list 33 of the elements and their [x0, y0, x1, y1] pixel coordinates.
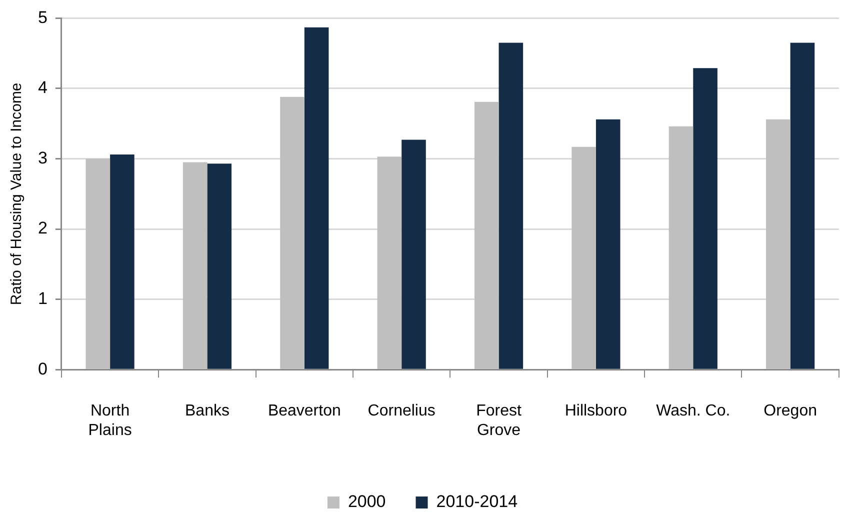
y-tick-label: 1	[38, 289, 48, 308]
y-tick-label: 0	[38, 359, 48, 378]
legend-label: 2010-2014	[436, 492, 518, 512]
y-tick-label: 3	[38, 148, 48, 168]
bar	[402, 140, 426, 369]
legend-label: 2000	[348, 492, 386, 512]
x-tick-label: Cornelius	[368, 402, 436, 420]
x-tick-label: Oregon	[764, 402, 818, 420]
x-tick-label: Banks	[184, 402, 230, 420]
bar	[377, 156, 402, 369]
bar	[304, 27, 329, 369]
x-tick-label: Beaverton	[268, 402, 341, 420]
x-tick-label: North Plains	[88, 402, 132, 439]
bar	[766, 119, 790, 369]
y-axis-title: Ratio of Housing Value to Income	[8, 82, 26, 306]
bar	[596, 119, 620, 369]
bar	[572, 146, 596, 369]
bar	[693, 68, 718, 369]
bar	[207, 164, 232, 369]
bar	[474, 102, 499, 369]
bar	[86, 158, 110, 369]
y-tick-label: 4	[38, 78, 48, 98]
x-tick-label: Forest Grove	[476, 402, 522, 439]
y-tick-label: 2	[38, 218, 48, 238]
x-tick-label: Hillsboro	[564, 402, 628, 420]
bar	[668, 126, 694, 369]
bar	[790, 42, 815, 369]
bar	[280, 96, 304, 369]
y-tick-label: 5	[38, 8, 48, 27]
bar	[498, 42, 524, 369]
bar	[110, 154, 134, 369]
bar	[182, 162, 208, 369]
x-tick-label: Wash. Co.	[656, 402, 730, 420]
